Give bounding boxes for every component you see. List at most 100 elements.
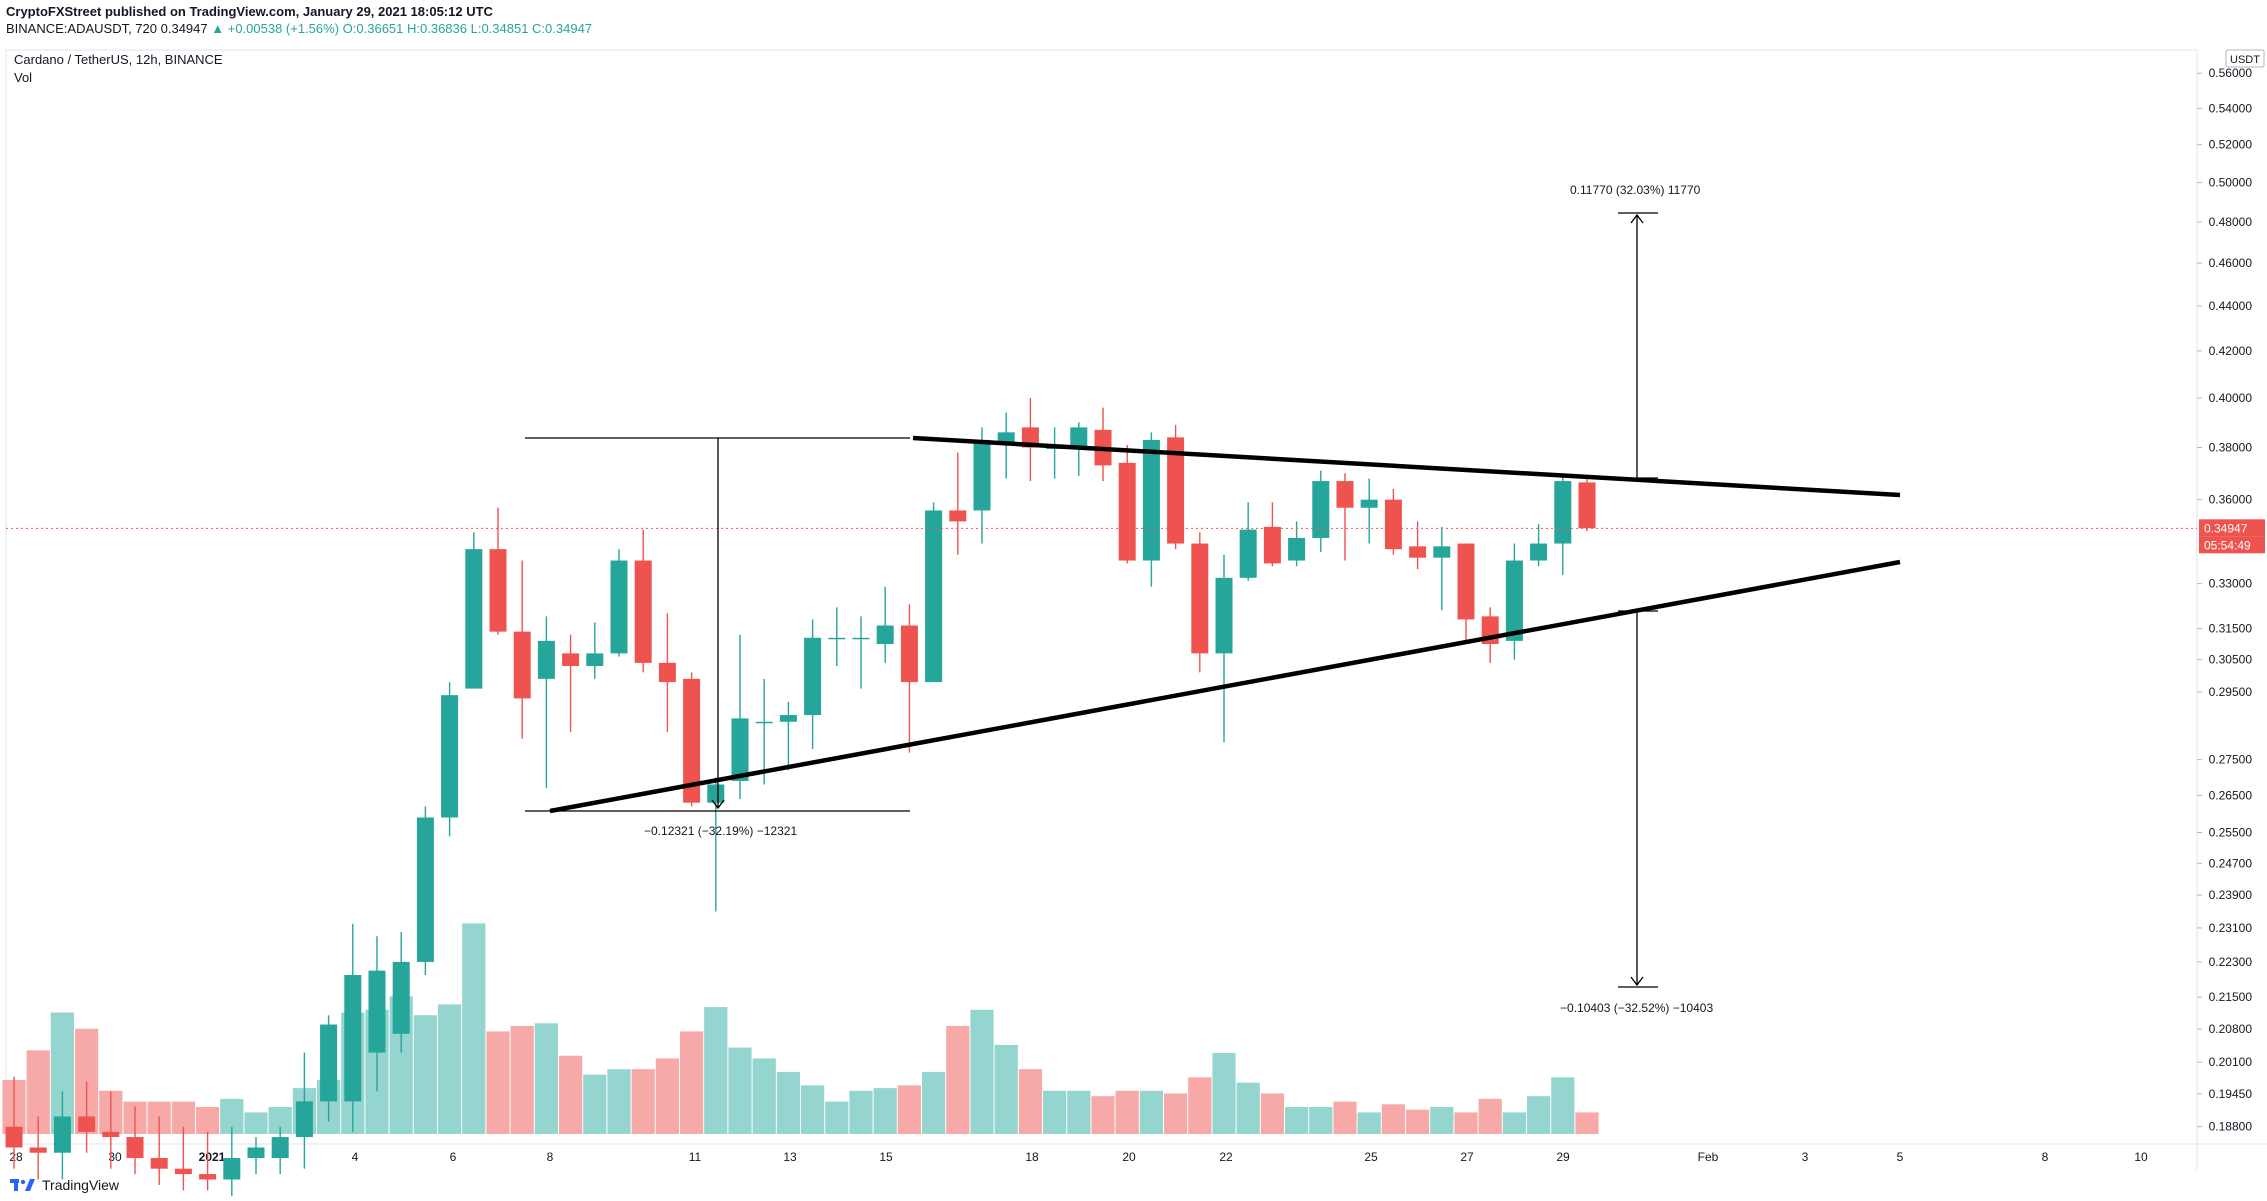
candle-up <box>1530 543 1548 561</box>
candle-up <box>610 560 628 654</box>
time-tick-label: 29 <box>1556 1150 1570 1164</box>
candle-down <box>683 678 701 803</box>
candle-up <box>1360 499 1378 508</box>
volume-bar <box>1188 1077 1212 1134</box>
candle-up <box>1433 546 1451 558</box>
price-tick-label: 0.24700 <box>2209 856 2253 870</box>
axis-unit-label: USDT <box>2230 54 2260 66</box>
volume-bar <box>1139 1090 1163 1134</box>
volume-bar <box>1309 1107 1333 1134</box>
tradingview-logo-icon <box>10 1179 35 1191</box>
price-tick-label: 0.46000 <box>2209 256 2253 270</box>
publisher-line: CryptoFXStreet published on TradingView.… <box>6 4 493 19</box>
volume-bar <box>922 1071 946 1134</box>
price-tick-label: 0.25500 <box>2209 826 2253 840</box>
time-tick-label: 27 <box>1460 1150 1474 1164</box>
price-tick-label: 0.18800 <box>2209 1120 2253 1134</box>
footer-brand[interactable]: TradingView <box>10 1174 119 1196</box>
volume-bar <box>1406 1109 1430 1134</box>
tradingview-wordmark: TradingView <box>42 1177 120 1193</box>
price-tick-label: 0.30500 <box>2209 653 2253 667</box>
price-axis[interactable]: 0.56000 0.54000 0.52000 0.50000 0.48000 0.460… <box>2197 66 2252 1134</box>
price-tick-label: 0.21500 <box>2209 990 2253 1004</box>
volume-bar <box>510 1026 534 1134</box>
time-axis[interactable]: 28 30 2021 4 6 8 11 13 15 18 20 22 25 27 29 Feb 3 5 8 10 <box>9 1150 2148 1164</box>
candle-down <box>634 560 652 663</box>
volume-bar <box>534 1023 558 1134</box>
volume-bar <box>1212 1053 1236 1134</box>
candle-up <box>368 970 386 1053</box>
price-tick-label: 0.19450 <box>2209 1087 2253 1101</box>
volume-bar <box>486 1031 510 1134</box>
countdown-label: 05:54:49 <box>2204 538 2251 552</box>
volume-bar <box>438 1004 462 1134</box>
price-tick-label: 0.20100 <box>2209 1055 2253 1069</box>
candle-up <box>1505 560 1523 641</box>
candle-up <box>1312 481 1330 538</box>
volume-bar <box>1502 1112 1526 1134</box>
time-tick-label: 5 <box>1897 1150 1904 1164</box>
candle-down <box>174 1168 192 1175</box>
price-tick-label: 0.56000 <box>2209 66 2253 80</box>
volume-bar <box>655 1058 679 1134</box>
price-tick-label: 0.48000 <box>2209 215 2253 229</box>
price-tick-label: 0.23900 <box>2209 888 2253 902</box>
price-tick-label: 0.20800 <box>2209 1022 2253 1036</box>
time-tick-label: 4 <box>352 1150 359 1164</box>
price-tick-label: 0.52000 <box>2209 138 2253 152</box>
triangle-upper-trendline[interactable] <box>912 435 1901 498</box>
drawing-layer[interactable]: −0.12321 (−32.19%) −12321 0.11770 (32.03… <box>525 183 1901 1015</box>
candle-up <box>997 432 1015 443</box>
last-price: 0.34947 <box>160 21 208 36</box>
volume-bar <box>704 1007 728 1134</box>
candle-up <box>537 640 555 679</box>
candle-down <box>126 1137 144 1159</box>
candle-up <box>755 721 773 724</box>
candle-up <box>828 637 846 640</box>
time-tick-label: 8 <box>2042 1150 2049 1164</box>
candle-up <box>1142 439 1160 561</box>
candle-up <box>1215 577 1233 654</box>
publisher-text: CryptoFXStreet published on TradingView.… <box>6 4 493 19</box>
price-tick-label: 0.23100 <box>2209 921 2253 935</box>
candle-up <box>223 1158 241 1180</box>
volume-bar <box>752 1058 776 1134</box>
candle-up <box>586 653 604 667</box>
price-tick-label: 0.26500 <box>2209 788 2253 802</box>
candle-up <box>247 1147 265 1159</box>
price-tick-label: 0.33000 <box>2209 577 2253 591</box>
volume-bar <box>728 1047 752 1134</box>
volume-bar <box>680 1031 704 1134</box>
candle-up <box>1554 481 1572 544</box>
price-tick-label: 0.36000 <box>2209 493 2253 507</box>
volume-bar <box>583 1074 607 1134</box>
volume-bar <box>1478 1098 1502 1134</box>
volume-bar <box>1260 1093 1284 1134</box>
axis-unit-box[interactable]: USDT <box>2225 49 2265 68</box>
candle-down <box>949 510 967 522</box>
time-tick-label: 25 <box>1364 1150 1378 1164</box>
chart-legend-title: Cardano / TetherUS, 12h, BINANCE <box>14 52 223 67</box>
volume-bar <box>220 1098 244 1134</box>
triangle-lower-trendline[interactable] <box>549 559 1901 814</box>
candle-up <box>441 695 459 818</box>
volume-bar <box>559 1055 583 1134</box>
time-tick-label: 18 <box>1025 1150 1039 1164</box>
candle-up <box>804 637 822 716</box>
price-change: ▲ +0.00538 (+1.56%) <box>211 21 340 36</box>
current-price-label: 0.34947 <box>2204 521 2248 535</box>
chart-pane-border <box>5 49 2198 1145</box>
candle-up <box>271 1137 289 1159</box>
time-tick-label: 22 <box>1219 1150 1233 1164</box>
candle-series <box>5 397 1596 1196</box>
time-tick-label: 30 <box>108 1150 122 1164</box>
candle-up <box>295 1101 313 1138</box>
candle-up <box>973 439 991 511</box>
candle-up <box>731 718 749 781</box>
time-tick-label: 8 <box>547 1150 554 1164</box>
time-tick-label: 3 <box>1802 1150 1809 1164</box>
candle-up <box>852 637 870 640</box>
target-label-upper: 0.11770 (32.03%) 11770 <box>1570 183 1701 197</box>
target-arrowhead <box>1630 213 1644 224</box>
